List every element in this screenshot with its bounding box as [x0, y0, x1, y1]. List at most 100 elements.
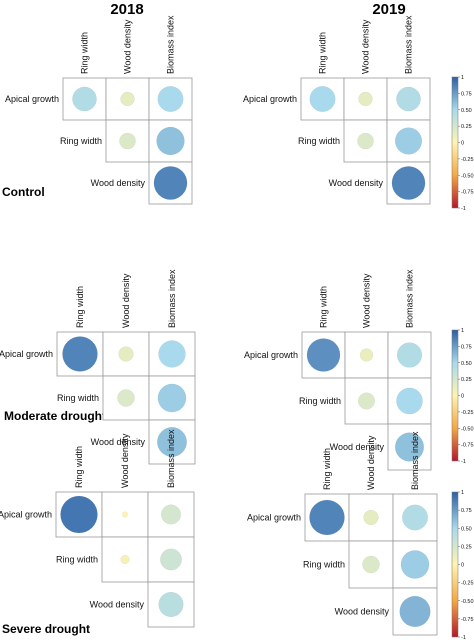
colorbar-tick-label: 0.50 [461, 526, 472, 532]
circle-ring-width-biomass-index [157, 383, 187, 413]
column-label-ring-width: Ring width [75, 286, 85, 328]
column-label-ring-width: Ring width [318, 32, 328, 74]
column-label-wood-density: Wood density [121, 273, 131, 328]
panel-control-2018: Ring width Wood density Biomass index Apica… [5, 15, 193, 205]
cell-wood-density-biomass-index [147, 581, 195, 628]
circle-ring-width-biomass-index [156, 126, 185, 156]
circle-wood-density-biomass-index [399, 595, 431, 628]
colorbar-moderate-drought-2019: 1 0.75 0.50 0.25 0 -0.25 -0.50 -0.75 -1 [451, 328, 474, 465]
colorbar-tick-label: -0.25 [461, 157, 474, 163]
row-label-wood-density: Wood density [90, 600, 145, 610]
panels: Ring width Wood density Biomass index Apica… [0, 15, 474, 640]
row-label-apical-growth: Apical growth [244, 350, 298, 360]
panel-moderate-drought-2019: Ring width Wood density Biomass index Apica… [244, 269, 474, 471]
circle-ring-width-biomass-index [400, 550, 430, 579]
column-label-biomass-index: Biomass index [166, 15, 176, 74]
colorbar-tick-label: -1 [461, 459, 466, 465]
circle-wood-density-biomass-index [391, 166, 426, 200]
colorbar-tick-label: 0.25 [461, 377, 472, 383]
column-label-wood-density: Wood density [123, 19, 133, 74]
circle-apical-growth-wood-density [363, 509, 379, 526]
circle-apical-growth-wood-density [120, 91, 135, 107]
colorbar-tick-label: -0.25 [461, 581, 474, 587]
column-label-biomass-index: Biomass index [404, 15, 414, 74]
row-label-wood-density: Wood density [91, 437, 146, 447]
panel-moderate-drought-2018: Ring width Wood density Biomass index Apica… [0, 269, 196, 465]
colorbar-tick-label: 0 [461, 563, 464, 569]
colorbar-tick-label: 1 [461, 75, 464, 81]
circle-apical-growth-biomass-index [157, 86, 184, 112]
row-label-ring-width: Ring width [298, 136, 340, 146]
circle-apical-growth-biomass-index [396, 86, 421, 112]
colorbar-tick-label: 0.25 [461, 124, 472, 130]
circle-ring-width-wood-density [357, 132, 374, 150]
column-label-biomass-index: Biomass index [410, 431, 420, 490]
cell-apical-growth-wood-density [343, 77, 388, 121]
row-label-wood-density: Wood density [335, 607, 390, 617]
row-label-wood-density: Wood density [329, 178, 384, 188]
column-label-ring-width: Ring width [74, 446, 84, 488]
circle-apical-growth-ring-width [306, 338, 341, 372]
column-label-ring-width: Ring width [80, 32, 90, 74]
row-label-apical-growth: Apical growth [247, 513, 301, 523]
colorbar-tick-label: -0.75 [461, 617, 474, 623]
row-label-ring-width: Ring width [57, 393, 99, 403]
colorbar-severe-drought-2019: 1 0.75 0.50 0.25 0 -0.25 -0.50 -0.75 -1 [451, 490, 474, 640]
row-label-ring-width: Ring width [60, 136, 102, 146]
circle-ring-width-wood-density [362, 555, 380, 574]
column-label-ring-width: Ring width [319, 286, 329, 328]
circle-ring-width-wood-density [117, 389, 135, 407]
colorbar-tick-label: -1 [461, 635, 466, 640]
row-label-ring-width: Ring width [56, 555, 98, 565]
row-label-apical-growth: Apical growth [5, 94, 59, 104]
colorbar-tick-label: 0 [461, 141, 464, 147]
column-label-wood-density: Wood density [120, 433, 130, 488]
colorbar-tick-label: -0.50 [461, 599, 474, 605]
circle-apical-growth-wood-density [121, 511, 129, 518]
panel-control-2019: Ring width Wood density Biomass index Apica… [243, 15, 474, 212]
colorbar-tick-label: -0.50 [461, 426, 474, 432]
colorbar-tick-label: 0.75 [461, 91, 472, 97]
circle-ring-width-wood-density [357, 392, 376, 410]
circle-wood-density-biomass-index [158, 591, 184, 618]
circle-ring-width-biomass-index [396, 387, 423, 415]
circle-ring-width-wood-density [119, 132, 136, 150]
colorbar-tick-label: -0.50 [461, 173, 474, 179]
panel-severe-drought-2019: Ring width Wood density Biomass index Apica… [247, 431, 474, 640]
colorbar-gradient [451, 491, 459, 638]
circle-apical-growth-ring-width [72, 86, 97, 112]
panel-severe-drought-2018: Ring width Wood density Biomass index Apica… [0, 429, 195, 628]
colorbar-control-2019: 1 0.75 0.50 0.25 0 -0.25 -0.50 -0.75 -1 [451, 75, 474, 212]
circle-apical-growth-biomass-index [402, 504, 428, 531]
row-label-wood-density: Wood density [330, 442, 385, 452]
column-label-biomass-index: Biomass index [167, 269, 177, 328]
colorbar-tick-label: -1 [461, 206, 466, 212]
colorbar-tick-label: 0.25 [461, 544, 472, 550]
row-label-apical-growth: Apical growth [0, 510, 52, 520]
colorbar-tick-label: 0.50 [461, 361, 472, 367]
column-label-biomass-index: Biomass index [405, 269, 415, 328]
colorbar-tick-label: 1 [461, 328, 464, 334]
colorbar-gradient [451, 329, 459, 462]
circle-apical-growth-biomass-index [158, 340, 186, 368]
circle-apical-growth-biomass-index [396, 342, 423, 368]
circle-apical-growth-ring-width [309, 499, 345, 536]
circle-apical-growth-ring-width [62, 336, 98, 372]
colorbar-tick-label: 0.75 [461, 344, 472, 350]
year-title-2019: 2019 [372, 1, 405, 18]
circle-wood-density-biomass-index [394, 432, 425, 462]
circle-apical-growth-wood-density [359, 348, 374, 362]
circle-wood-density-biomass-index [157, 427, 187, 457]
circle-apical-growth-ring-width [309, 86, 336, 112]
row-label-apical-growth: Apical growth [0, 349, 53, 359]
column-label-wood-density: Wood density [361, 19, 371, 74]
row-label-wood-density: Wood density [91, 178, 146, 188]
row-label-ring-width: Ring width [303, 560, 345, 570]
year-title-2018: 2018 [110, 1, 143, 18]
colorbar-tick-label: -0.75 [461, 443, 474, 449]
colorbar-tick-label: -0.25 [461, 410, 474, 416]
condition-label-control: Control [2, 185, 45, 199]
column-label-biomass-index: Biomass index [166, 429, 176, 488]
circle-apical-growth-ring-width [60, 495, 98, 534]
